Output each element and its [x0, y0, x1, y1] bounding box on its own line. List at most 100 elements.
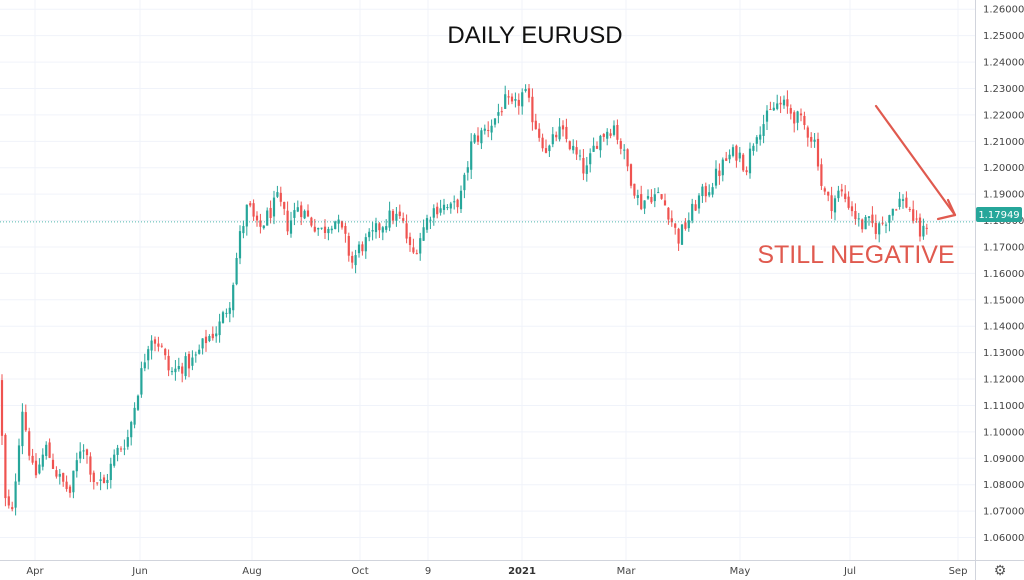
candle [857, 212, 860, 227]
candle [881, 216, 884, 226]
candle [293, 202, 296, 226]
candle [697, 193, 701, 214]
candle [306, 204, 310, 218]
candle [191, 350, 194, 371]
candle [252, 199, 255, 221]
candle [337, 214, 340, 233]
candle [218, 313, 221, 343]
candle [143, 353, 146, 372]
candle [361, 241, 364, 256]
candle [901, 194, 905, 209]
x-tick-label: Sep [949, 566, 968, 577]
candle [606, 128, 609, 146]
candle [99, 471, 102, 491]
x-tick-label: Jul [843, 566, 856, 577]
gear-icon[interactable]: ⚙ [994, 563, 1007, 579]
time-axis[interactable]: Apr Jun Aug Oct 9 2021 Mar May Jul Sep [0, 560, 1024, 578]
candle [701, 183, 704, 203]
candle [796, 110, 799, 131]
candle [687, 212, 690, 232]
candle [130, 420, 133, 446]
candle [150, 335, 153, 360]
x-tick-label: Jun [131, 566, 148, 577]
candle [728, 149, 731, 164]
candle [721, 157, 724, 182]
candle [266, 207, 269, 226]
candle [45, 441, 48, 460]
y-tick-label: 1.08000 [983, 480, 1024, 491]
candle [79, 442, 82, 464]
candle [398, 204, 401, 219]
candle [493, 118, 497, 128]
price-axis[interactable]: 1.06000 1.07000 1.08000 1.09000 1.10000 1.110… [975, 0, 1024, 580]
candle [898, 191, 901, 210]
candle [735, 144, 738, 168]
candle [313, 218, 316, 233]
x-tick-label: 9 [425, 566, 431, 577]
candle [799, 108, 803, 122]
candle [327, 226, 330, 241]
candle [612, 120, 616, 137]
candle [38, 458, 41, 475]
candle [473, 133, 476, 144]
candle [878, 221, 881, 243]
candle [582, 149, 585, 181]
y-tick-label: 1.19000 [983, 190, 1024, 201]
candle [517, 93, 520, 115]
candle [816, 132, 820, 171]
candle [861, 218, 864, 233]
candle [895, 208, 898, 211]
chart-settings-button[interactable]: ⚙ [978, 562, 1022, 579]
candle [476, 127, 480, 146]
candle [657, 187, 660, 194]
candle [725, 151, 728, 162]
candle [272, 190, 276, 225]
candle [480, 127, 483, 150]
candle [548, 144, 551, 157]
candle [402, 212, 405, 224]
candle [912, 200, 915, 224]
candle [772, 102, 775, 112]
candle [609, 128, 612, 139]
y-tick-label: 1.16000 [983, 269, 1024, 280]
candle [524, 84, 527, 93]
candle [347, 232, 350, 262]
candle [653, 188, 656, 208]
candle [181, 362, 184, 383]
candle [286, 201, 289, 236]
candle [650, 189, 653, 204]
candle [65, 475, 68, 492]
y-tick-label: 1.15000 [983, 295, 1024, 306]
candle [585, 156, 588, 182]
y-tick-label: 1.20000 [983, 163, 1024, 174]
candle [442, 198, 446, 215]
candle [820, 158, 823, 190]
candle [667, 207, 670, 225]
candle [160, 343, 163, 348]
candle [21, 403, 24, 455]
candle [11, 501, 14, 512]
candle [915, 210, 918, 223]
candle [874, 214, 877, 240]
y-tick-label: 1.26000 [983, 5, 1024, 16]
candle [164, 347, 167, 360]
candle [541, 133, 544, 152]
candle [619, 138, 622, 155]
candle [412, 238, 415, 254]
candle [847, 191, 850, 210]
candle [531, 88, 534, 131]
candle [368, 228, 371, 242]
candle [381, 225, 384, 241]
candle [745, 166, 748, 176]
candle [249, 200, 252, 208]
y-tick-label: 1.11000 [983, 401, 1024, 412]
candle [109, 457, 112, 489]
y-tick-label: 1.07000 [983, 507, 1024, 518]
candle [371, 221, 374, 241]
candle [14, 473, 17, 516]
candle [755, 135, 758, 152]
chart-title: DAILY EURUSD [447, 22, 622, 49]
candle [555, 131, 558, 142]
y-tick-label: 1.14000 [983, 322, 1024, 333]
